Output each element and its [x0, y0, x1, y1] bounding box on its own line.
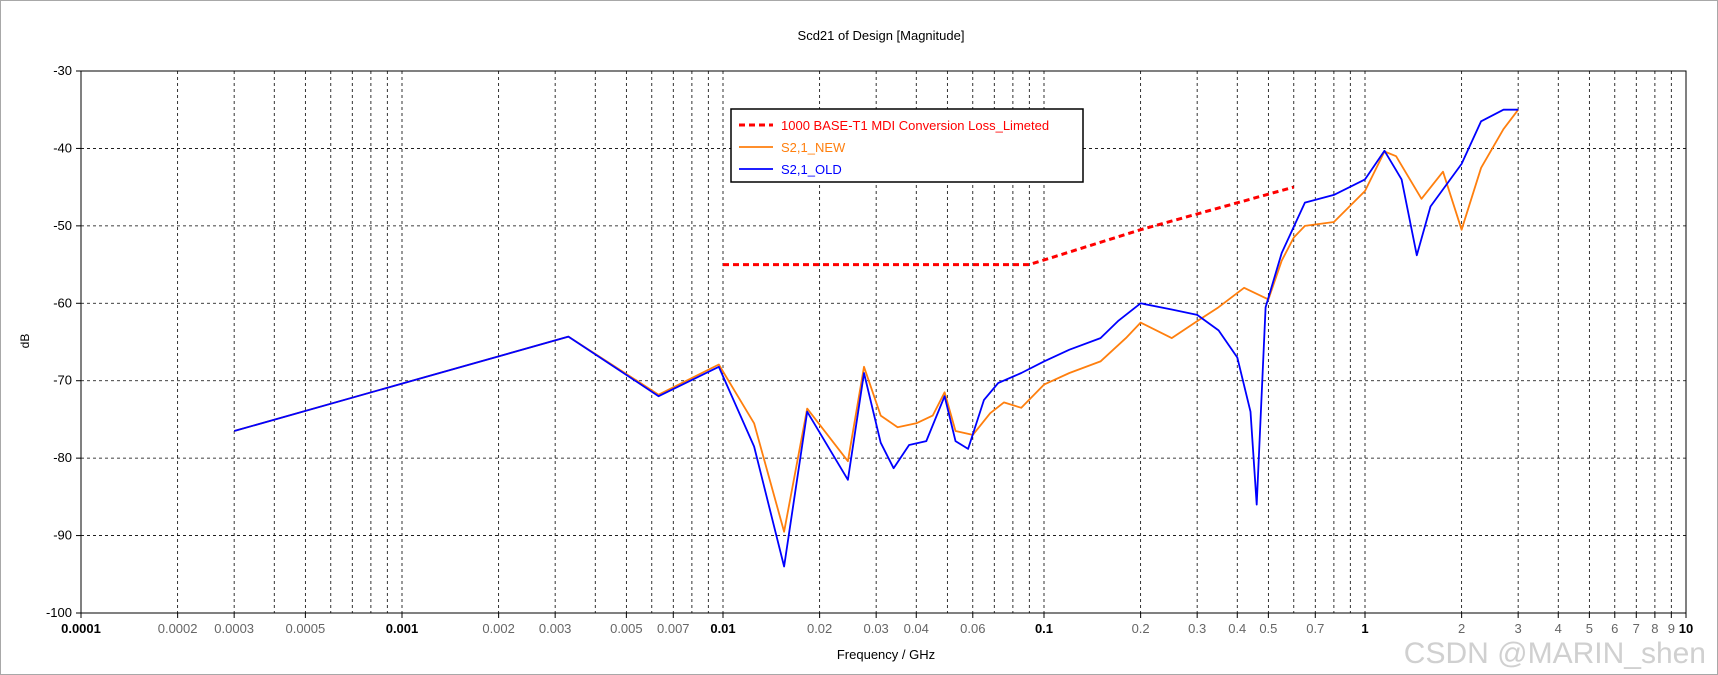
series-line-3: [233, 108, 1519, 568]
x-tick-label: 9: [1668, 621, 1675, 636]
chart-title: Scd21 of Design [Magnitude]: [798, 28, 965, 43]
x-tick-label: 0.1: [1035, 621, 1053, 636]
x-tick-label: 0.04: [904, 621, 929, 636]
legend-box: [730, 108, 1084, 183]
x-tick-label: 0.0001: [61, 621, 101, 636]
x-tick-label: 0.0005: [285, 621, 325, 636]
x-tick-label: 0.0002: [158, 621, 198, 636]
plot-area: [80, 70, 1687, 614]
y-tick-label: -30: [53, 63, 72, 78]
x-tick-label: 0.2: [1132, 621, 1150, 636]
x-tick-label: 0.01: [710, 621, 735, 636]
x-tick-label: 0.003: [539, 621, 572, 636]
y-tick-label: -40: [53, 140, 72, 155]
x-tick-label: 2: [1458, 621, 1465, 636]
x-tick-label: 6: [1611, 621, 1618, 636]
x-tick-label: 7: [1633, 621, 1640, 636]
x-tick-label: 0.007: [657, 621, 690, 636]
x-tick-label: 0.5: [1259, 621, 1277, 636]
x-tick-label: 0.001: [386, 621, 419, 636]
y-tick-label: -50: [53, 218, 72, 233]
legend-label-1: 1000 BASE-T1 MDI Conversion Loss_Limeted: [781, 118, 1049, 133]
x-axis-label: Frequency / GHz: [837, 647, 935, 662]
legend-label-3: S2,1_OLD: [781, 162, 842, 177]
x-tick-label: 0.0003: [214, 621, 254, 636]
x-tick-label: 5: [1586, 621, 1593, 636]
y-tick-label: -80: [53, 450, 72, 465]
x-tick-label: 0.03: [863, 621, 888, 636]
legend-label-2: S2,1_NEW: [781, 140, 846, 155]
x-tick-label: 0.4: [1228, 621, 1246, 636]
y-tick-label: -100: [46, 605, 72, 620]
x-tick-label: 1: [1361, 621, 1368, 636]
x-tick-label: 0.7: [1306, 621, 1324, 636]
x-tick-label: 0.02: [807, 621, 832, 636]
y-tick-label: -60: [53, 295, 72, 310]
y-tick-label: -90: [53, 528, 72, 543]
x-tick-label: 0.3: [1188, 621, 1206, 636]
axis-ticks: -30 -40 -50 -60 -70 -80 -90 -1000.0001 0.0002 0.0…: [46, 63, 1693, 636]
x-tick-label: 3: [1515, 621, 1522, 636]
x-tick-label: 4: [1555, 621, 1562, 636]
x-tick-label: 0.005: [610, 621, 643, 636]
x-tick-label: 8: [1651, 621, 1658, 636]
y-tick-label: -70: [53, 373, 72, 388]
x-tick-label: 0.06: [960, 621, 985, 636]
watermark: CSDN @MARIN_shen: [1404, 637, 1706, 670]
series-layer: [233, 108, 1519, 568]
legend: 1000 BASE-T1 MDI Conversion Loss_Limeted…: [730, 108, 1084, 183]
x-tick-label: 0.002: [482, 621, 515, 636]
grid: [81, 71, 1686, 613]
series-line-1: [723, 185, 1295, 267]
x-tick-label: 10: [1679, 621, 1693, 636]
y-axis-label: dB: [18, 334, 32, 349]
